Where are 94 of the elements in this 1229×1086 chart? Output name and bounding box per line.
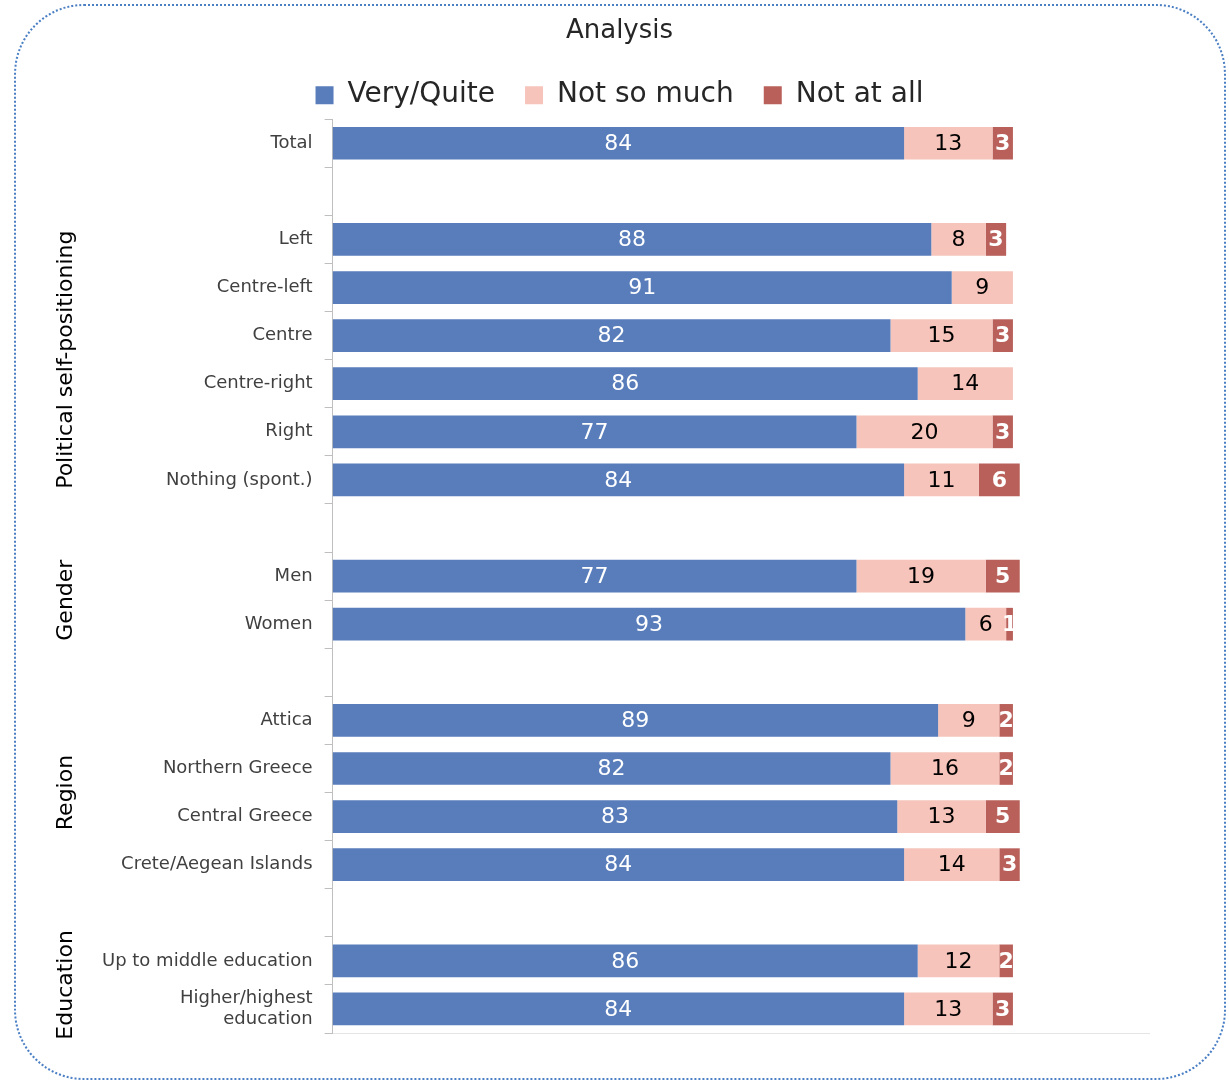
bar	[904, 463, 979, 497]
data-label: 9	[961, 707, 976, 733]
bar	[332, 463, 905, 497]
data-label: 5	[995, 562, 1011, 588]
bar	[332, 223, 932, 256]
y-tick-label: Right	[265, 419, 313, 441]
data-label: 6	[991, 466, 1007, 492]
data-label: 19	[907, 562, 936, 588]
y-tick-label: Total	[269, 130, 313, 152]
data-label: 77	[580, 562, 609, 588]
data-label: 82	[597, 755, 626, 781]
bar	[938, 704, 1000, 737]
bar	[332, 992, 905, 1026]
bar	[917, 944, 1000, 978]
data-label: 3	[988, 226, 1004, 252]
y-tick-label: Centre-right	[203, 371, 313, 393]
y-tick-label: Central Greece	[177, 804, 313, 826]
data-label: 9	[975, 274, 990, 300]
bar	[332, 848, 905, 882]
bar	[890, 752, 1000, 785]
chart-title: Analysis	[565, 14, 674, 45]
data-label: 3	[995, 129, 1011, 155]
data-label: 84	[604, 129, 633, 155]
bar	[904, 126, 993, 160]
data-label: 12	[944, 947, 973, 973]
legend-label: Very/Quite	[347, 76, 496, 110]
bar	[332, 319, 891, 352]
bar	[332, 367, 918, 401]
data-label: 15	[927, 322, 956, 348]
bar	[890, 319, 993, 352]
data-label: 82	[597, 322, 626, 348]
data-label: 93	[634, 610, 663, 636]
data-label: 14	[951, 370, 980, 396]
bar	[332, 800, 898, 833]
legend-label: Not at all	[795, 76, 924, 110]
data-label: 84	[604, 995, 633, 1021]
y-tick-label: Men	[274, 563, 313, 585]
y-tick-label: Northern Greece	[162, 756, 313, 778]
data-label: 2	[998, 947, 1014, 973]
y-tick-label: Left	[278, 227, 313, 249]
bar	[332, 607, 966, 641]
bar	[904, 992, 993, 1026]
data-label: 16	[930, 755, 959, 781]
bar	[904, 848, 1000, 882]
data-label: 3	[995, 995, 1011, 1021]
data-label: 86	[611, 370, 640, 396]
data-label: 86	[611, 947, 640, 973]
data-label: 3	[995, 322, 1011, 348]
data-label: 20	[910, 418, 939, 444]
data-label: 88	[617, 226, 646, 252]
text: Region	[51, 754, 77, 831]
y-tick-label: Crete/Aegean Islands	[121, 852, 313, 874]
y-tick-label: Centre-left	[216, 275, 313, 297]
text: Education	[51, 930, 77, 1040]
text: Gender	[51, 558, 77, 641]
legend-label: Not so much	[557, 76, 734, 110]
data-label: 8	[951, 226, 966, 252]
y-tick-label: Up to middle education	[101, 948, 313, 970]
y-tick-label: Higher/highest education	[179, 985, 313, 1029]
bar	[332, 559, 857, 593]
bar	[332, 704, 939, 737]
bar	[897, 800, 986, 833]
data-label: 13	[927, 803, 956, 829]
text: Political self-positioning	[51, 230, 77, 489]
y-tick-label: Nothing (spont.)	[166, 467, 313, 489]
data-label: 13	[934, 995, 963, 1021]
bar	[332, 752, 891, 785]
data-label: 91	[628, 274, 657, 300]
data-label: 84	[604, 466, 633, 492]
bar	[332, 126, 905, 160]
bar	[951, 271, 1013, 304]
data-label: 3	[1001, 851, 1018, 877]
data-label: 89	[621, 707, 650, 733]
y-tick-label: Centre	[252, 323, 313, 345]
bar	[332, 271, 952, 304]
data-label: 13	[934, 129, 963, 155]
data-label: 14	[937, 851, 966, 877]
data-label: 3	[995, 418, 1011, 444]
data-label: 2	[998, 707, 1014, 733]
bar	[917, 367, 1013, 401]
data-label: 5	[995, 803, 1011, 829]
data-label: 6	[978, 610, 993, 636]
data-label: 2	[998, 755, 1014, 781]
bar	[931, 223, 986, 256]
data-label: 83	[600, 803, 629, 829]
y-tick-label: Attica	[260, 708, 313, 730]
y-tick-label: Women	[244, 611, 313, 633]
data-label: 11	[927, 466, 956, 492]
bar	[332, 944, 918, 978]
bar	[332, 415, 857, 449]
bar	[856, 415, 993, 449]
data-label: 84	[604, 851, 633, 877]
data-label: 77	[580, 418, 609, 444]
bar	[856, 559, 986, 593]
